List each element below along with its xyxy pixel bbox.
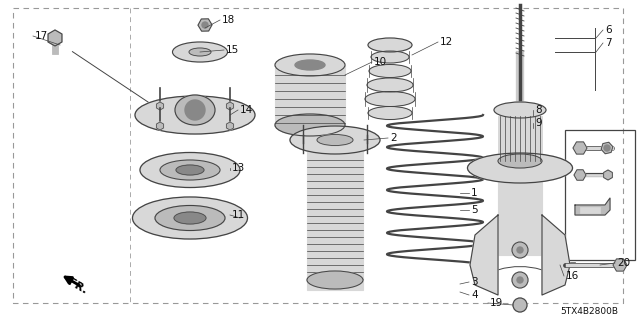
Ellipse shape (368, 107, 412, 120)
Circle shape (517, 277, 523, 283)
Circle shape (202, 22, 208, 28)
Text: 9: 9 (535, 118, 541, 128)
Text: 2: 2 (390, 133, 397, 143)
Bar (498, 116, 542, 161)
Text: 13: 13 (232, 163, 245, 173)
Circle shape (185, 100, 205, 120)
Ellipse shape (467, 153, 573, 183)
Ellipse shape (317, 135, 353, 145)
Polygon shape (542, 215, 570, 295)
Ellipse shape (275, 114, 345, 136)
Text: 19: 19 (490, 298, 503, 308)
Bar (307, 150, 363, 290)
Text: 1: 1 (471, 188, 477, 198)
Ellipse shape (498, 154, 542, 168)
Text: 3: 3 (471, 277, 477, 287)
Ellipse shape (135, 96, 255, 134)
Circle shape (512, 242, 528, 258)
Ellipse shape (371, 51, 409, 63)
Text: 8: 8 (535, 105, 541, 115)
Polygon shape (470, 215, 498, 295)
Ellipse shape (176, 165, 204, 175)
Ellipse shape (369, 64, 411, 78)
Text: 17: 17 (35, 31, 48, 41)
Circle shape (513, 298, 527, 312)
Text: 5: 5 (471, 205, 477, 215)
Circle shape (604, 145, 610, 151)
Text: 4: 4 (471, 290, 477, 300)
Bar (498, 180, 542, 255)
Text: 10: 10 (374, 57, 387, 67)
Ellipse shape (173, 42, 227, 62)
Ellipse shape (189, 48, 211, 56)
Ellipse shape (494, 102, 546, 118)
Ellipse shape (175, 95, 215, 125)
Circle shape (512, 272, 528, 288)
Ellipse shape (307, 271, 363, 289)
Ellipse shape (174, 212, 206, 224)
Text: 14: 14 (240, 105, 253, 115)
Text: 20: 20 (617, 258, 630, 268)
Ellipse shape (160, 160, 220, 180)
Bar (580, 207, 600, 213)
Text: 12: 12 (440, 37, 453, 47)
Text: 16: 16 (566, 271, 579, 281)
Text: FR.: FR. (66, 277, 89, 296)
Ellipse shape (140, 152, 240, 188)
Text: 15: 15 (226, 45, 239, 55)
Ellipse shape (365, 92, 415, 107)
Ellipse shape (367, 78, 413, 92)
Text: 6: 6 (605, 25, 612, 35)
Ellipse shape (290, 126, 380, 154)
Ellipse shape (295, 60, 325, 70)
Bar (52, 44, 58, 54)
Text: 7: 7 (605, 38, 612, 48)
Text: 5TX4B2800B: 5TX4B2800B (560, 308, 618, 316)
Circle shape (517, 247, 523, 253)
Ellipse shape (275, 54, 345, 76)
Ellipse shape (368, 38, 412, 52)
Polygon shape (575, 198, 610, 215)
Bar (275, 65, 345, 125)
Text: 11: 11 (232, 210, 245, 220)
Ellipse shape (155, 205, 225, 231)
Text: 18: 18 (222, 15, 236, 25)
Bar (565, 130, 635, 260)
Ellipse shape (132, 197, 248, 239)
